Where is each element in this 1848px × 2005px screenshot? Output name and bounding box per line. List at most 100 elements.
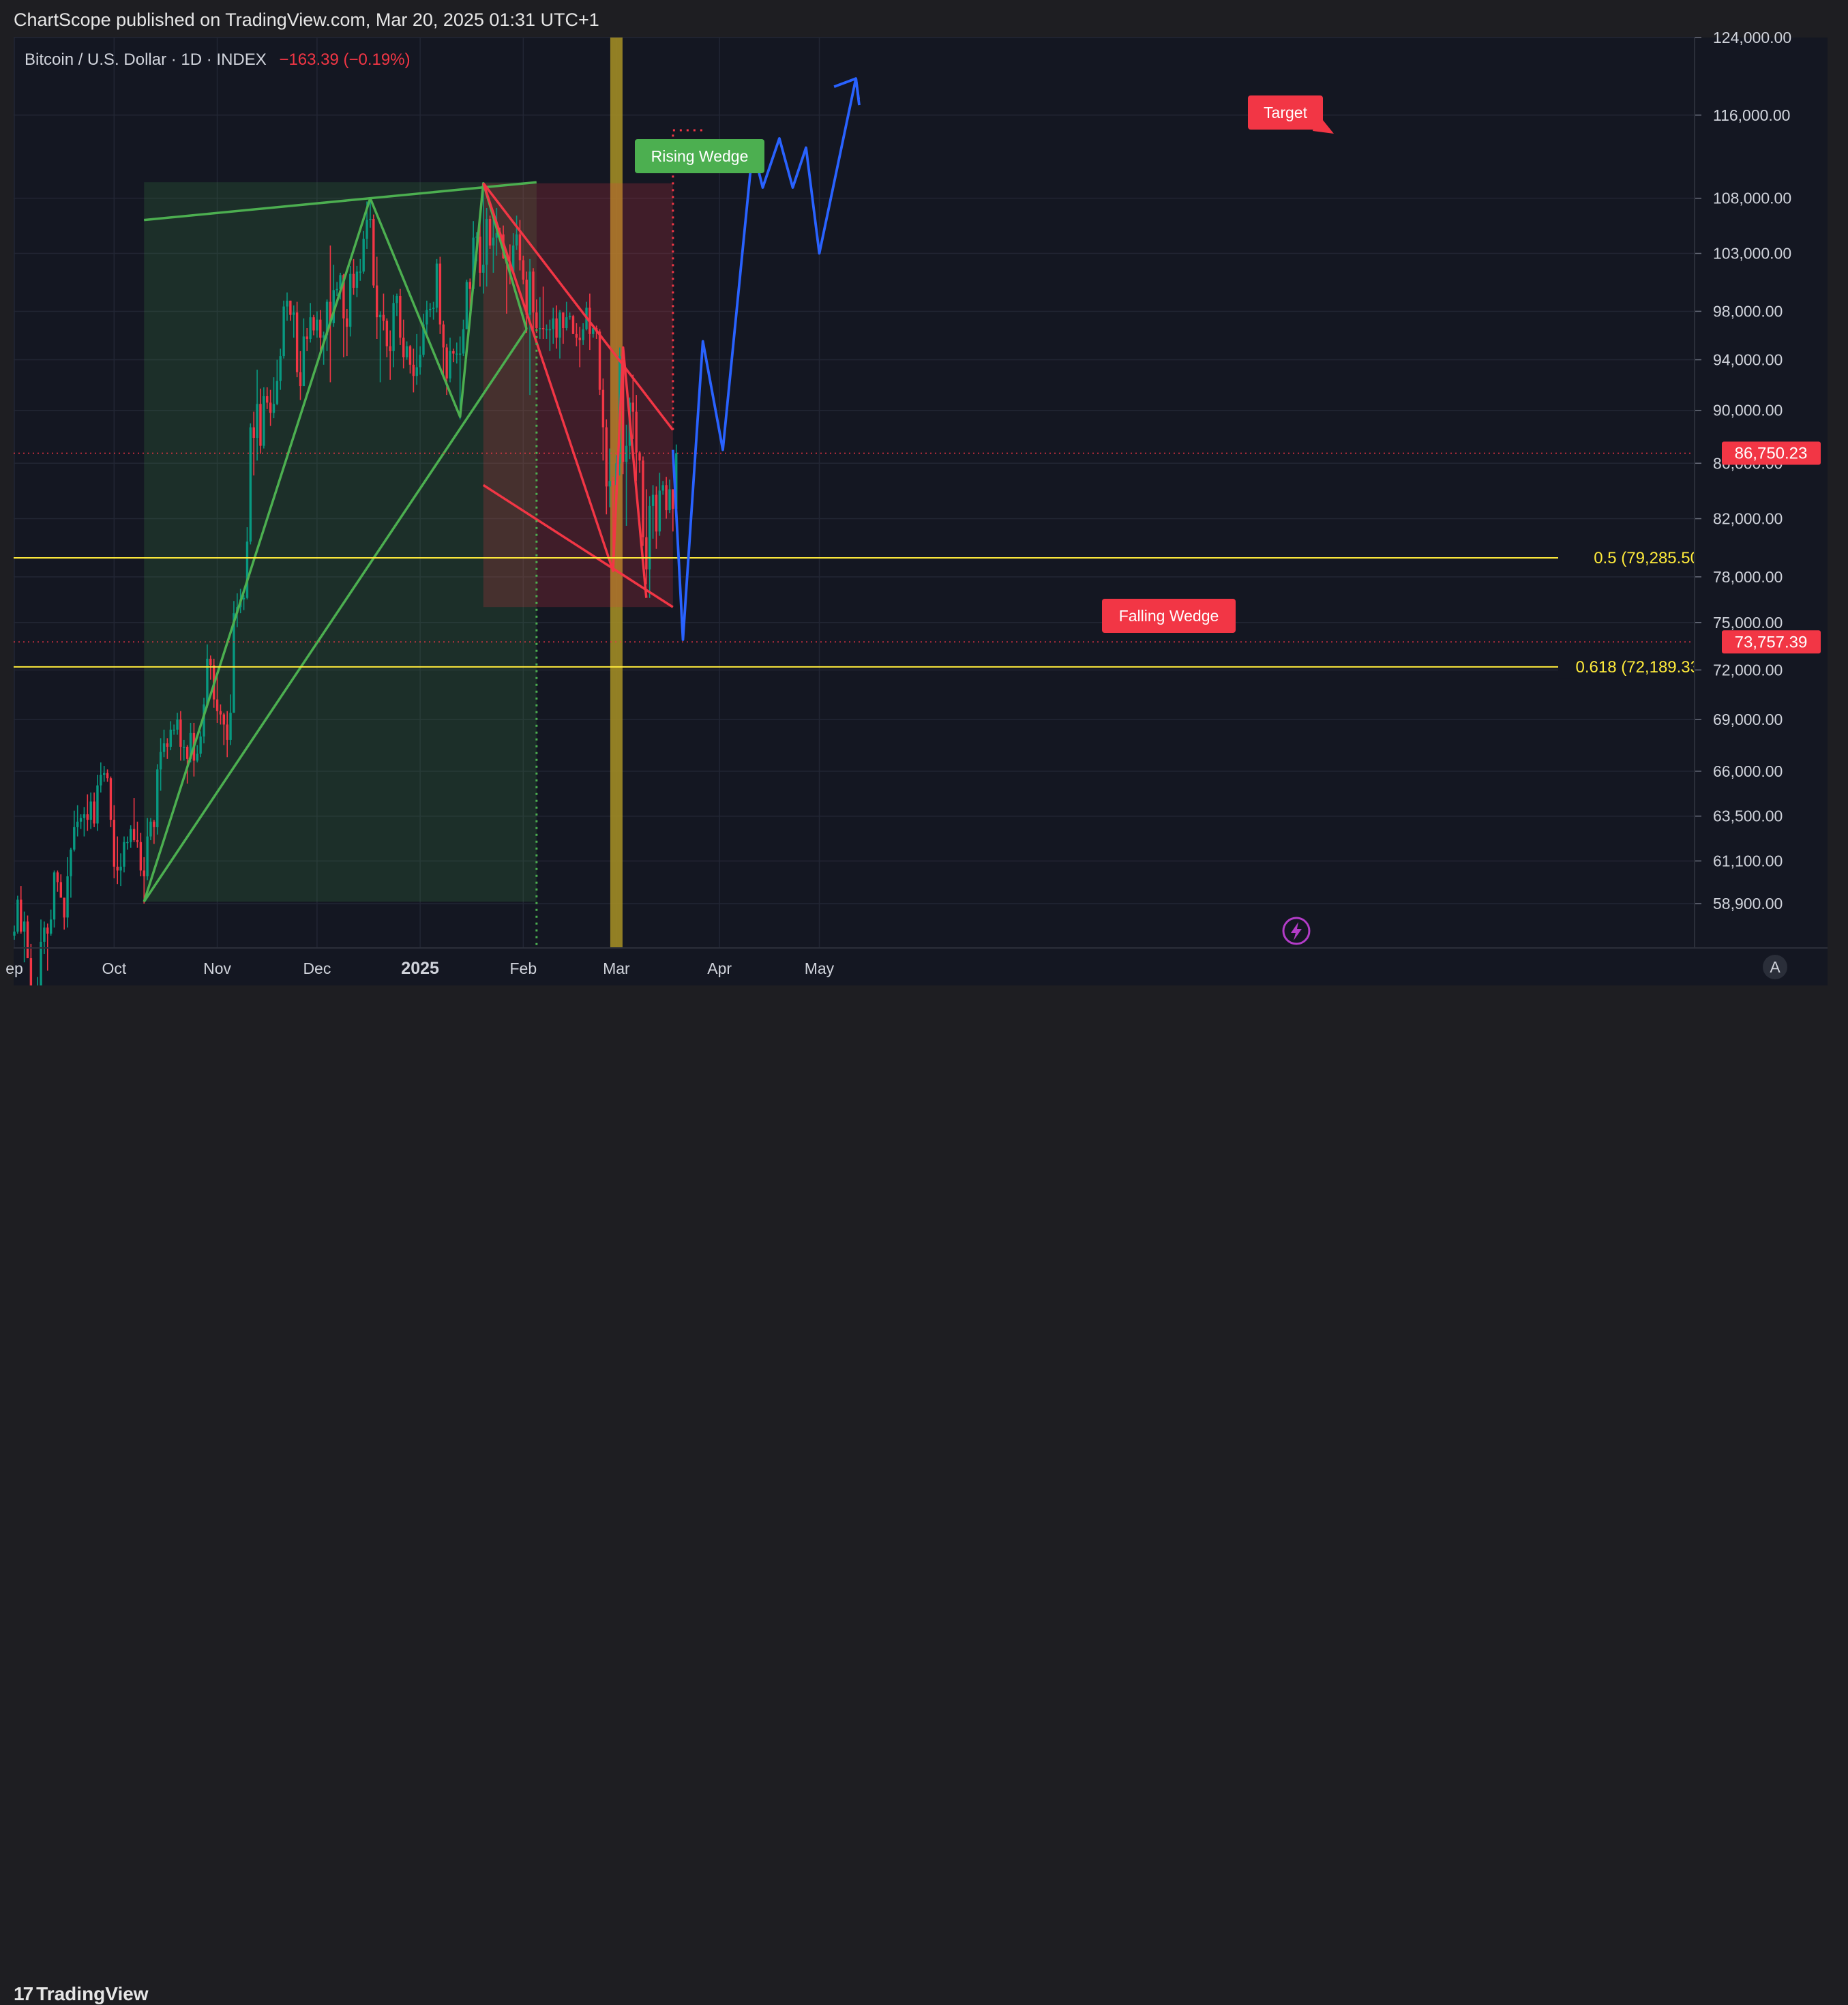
price-tick-label: 98,000.00 xyxy=(1713,302,1783,320)
drawing-overlays xyxy=(14,77,1695,947)
chart-pane[interactable] xyxy=(14,38,1828,985)
candle-body xyxy=(76,821,79,827)
candle-body xyxy=(295,312,299,372)
candle-body xyxy=(346,318,348,327)
candle-body xyxy=(405,346,408,357)
price-tick-label: 63,500.00 xyxy=(1713,807,1783,825)
candle-body xyxy=(378,314,382,318)
candle-body xyxy=(449,351,451,378)
candle-body xyxy=(20,900,23,932)
candle-body xyxy=(56,872,59,882)
candle-body xyxy=(173,729,175,731)
candle-body xyxy=(322,335,325,338)
candle-body xyxy=(289,300,292,315)
candle-body xyxy=(319,319,322,338)
candle-body xyxy=(555,318,558,338)
candle-body xyxy=(366,220,368,239)
price-tick-label: 103,000.00 xyxy=(1713,245,1791,263)
candle-body xyxy=(123,842,125,867)
candle-body xyxy=(136,840,139,842)
candle-body xyxy=(369,218,372,220)
price-badge-label: 86,750.23 xyxy=(1735,444,1808,462)
candle-body xyxy=(645,537,648,569)
candle-body xyxy=(143,870,145,876)
candle-body xyxy=(249,427,252,542)
candle-body xyxy=(26,921,29,959)
candle-body xyxy=(299,372,302,387)
candle-body xyxy=(162,743,166,752)
time-tick-label: 2025 xyxy=(401,959,439,978)
candle-body xyxy=(661,485,664,491)
candle-body xyxy=(562,312,565,328)
candle-body xyxy=(316,319,318,331)
symbol-legend[interactable]: Bitcoin / U.S. Dollar · 1D · INDEX −163.… xyxy=(25,50,411,70)
candle-body xyxy=(415,367,418,376)
candle-body xyxy=(668,489,671,511)
candle-body xyxy=(568,316,571,318)
candle-body xyxy=(130,829,132,842)
candle-body xyxy=(286,300,288,307)
candle-body xyxy=(535,312,538,328)
candle-body xyxy=(638,452,641,461)
candle-body xyxy=(209,658,212,666)
candle-body xyxy=(492,237,495,246)
candle-body xyxy=(472,237,475,289)
candle-body xyxy=(302,336,305,387)
publish-header: ChartScope published on TradingView.com,… xyxy=(0,0,1848,38)
candle-body xyxy=(509,263,511,273)
candle-body xyxy=(325,301,329,336)
tradingview-logo-text: TradingView xyxy=(36,1983,149,2004)
candle-body xyxy=(309,317,312,339)
candle-body xyxy=(103,773,106,775)
falling-wedge-label-box xyxy=(1102,599,1236,633)
candle-body xyxy=(465,282,468,329)
candle-body xyxy=(49,919,53,934)
candle-body xyxy=(63,897,65,918)
candle-body xyxy=(359,271,362,273)
candle-body xyxy=(495,233,498,238)
candle-body xyxy=(545,329,548,331)
candle-body xyxy=(342,275,345,318)
fib-level-label: 0.5 (79,285.50) xyxy=(1594,549,1705,567)
candle-body xyxy=(153,821,155,827)
candle-body xyxy=(642,460,644,537)
candle-body xyxy=(272,404,275,413)
candle-body xyxy=(219,711,222,715)
candle-body xyxy=(189,732,192,759)
candle-body xyxy=(575,333,578,338)
price-chart[interactable]: 0.5 (79,285.50) 0.618 (72,189.33) Rising W… xyxy=(0,0,1848,1034)
candle-body xyxy=(348,273,352,327)
candle-body xyxy=(362,239,365,272)
candle-body xyxy=(601,389,605,428)
price-tick-label: 78,000.00 xyxy=(1713,568,1783,586)
candle-body xyxy=(222,714,226,725)
price-tick-label: 58,900.00 xyxy=(1713,895,1783,912)
price-tick-label: 116,000.00 xyxy=(1713,106,1790,124)
candle-body xyxy=(432,308,435,309)
candle-body xyxy=(106,773,109,779)
candle-body xyxy=(139,842,143,871)
price-axis-bg xyxy=(1695,38,1828,948)
fib-level-label: 0.618 (72,189.33) xyxy=(1576,658,1705,677)
candle-body xyxy=(429,308,432,310)
candle-body xyxy=(266,396,269,403)
price-badge-label: 73,757.39 xyxy=(1735,633,1808,651)
tradingview-logo[interactable]: 17 TradingView xyxy=(14,1983,149,2005)
candle-body xyxy=(132,829,136,841)
candle-body xyxy=(89,801,92,820)
candle-body xyxy=(206,658,209,704)
time-tick-label: Dec xyxy=(303,960,331,977)
candle-body xyxy=(522,260,525,280)
candle-body xyxy=(525,280,528,315)
candle-body xyxy=(462,329,465,354)
candle-body xyxy=(305,336,308,339)
fib-label-bg xyxy=(1558,546,1715,569)
candle-body xyxy=(419,355,421,368)
fib-label-bg xyxy=(1558,655,1715,679)
falling-wedge-zigzag xyxy=(482,183,648,598)
price-tick-label: 124,000.00 xyxy=(1713,29,1791,46)
price-tick-label: 82,000.00 xyxy=(1713,510,1783,528)
candle-body xyxy=(229,713,232,740)
candle-body xyxy=(59,882,62,898)
candle-body xyxy=(485,218,488,265)
